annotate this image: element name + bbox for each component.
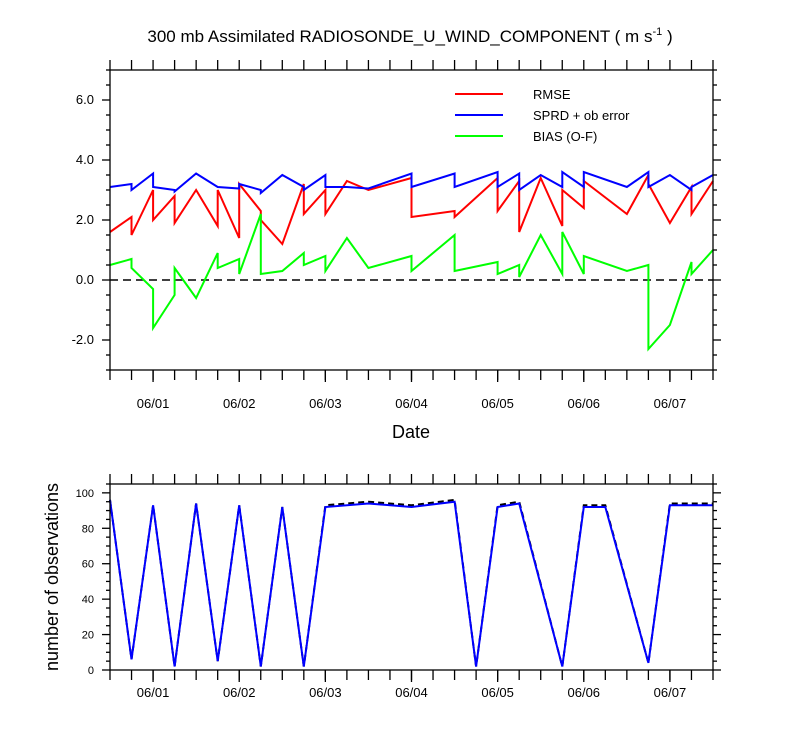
top-x-tick-label: 06/05 — [481, 396, 514, 411]
top-x-tick-label: 06/06 — [568, 396, 601, 411]
chart-title-main: 300 mb Assimilated RADIOSONDE_U_WIND_COM… — [147, 27, 652, 46]
bottom-y-tick-label: 80 — [82, 523, 94, 535]
top-y-tick-label: -2.0 — [72, 332, 94, 347]
legend-label: BIAS (O-F) — [533, 129, 597, 144]
bottom-y-tick-label: 100 — [76, 488, 94, 500]
chart-title-end: ) — [662, 27, 672, 46]
bottom-x-tick-label: 06/02 — [223, 685, 256, 700]
top-series-rmse — [109, 174, 714, 246]
bottom-x-tick-label: 06/06 — [568, 685, 601, 700]
top-y-ticks: -2.0 0.0 2.0 4.0 6.0 — [72, 69, 721, 371]
top-x-tick-label: 06/04 — [395, 396, 428, 411]
bottom-y-axis-title: number of observations — [42, 483, 62, 671]
bottom-y-tick-label: 20 — [82, 630, 94, 642]
legend: RMSE SPRD + ob error BIAS (O-F) — [455, 87, 630, 144]
bottom-x-ticks: 06/01 06/02 06/03 06/04 06/05 06/06 06/07 — [109, 474, 714, 700]
bottom-x-tick-label: 06/01 — [137, 685, 170, 700]
bottom-y-ticks: 0 20 40 60 80 100 — [76, 483, 721, 677]
bottom-y-tick-label: 40 — [82, 594, 94, 606]
top-x-tick-label: 06/02 — [223, 396, 256, 411]
top-x-ticks: 06/01 06/02 06/03 06/04 06/05 06/06 06/07 — [109, 60, 714, 411]
bottom-x-tick-label: 06/03 — [309, 685, 342, 700]
legend-label: RMSE — [533, 87, 571, 102]
top-y-tick-label: 4.0 — [76, 152, 94, 167]
top-series-bias-o-f- — [109, 213, 714, 352]
top-y-tick-label: 6.0 — [76, 92, 94, 107]
chart-title-superscript: -1 — [652, 26, 662, 38]
bottom-x-tick-label: 06/05 — [481, 685, 514, 700]
bottom-x-tick-label: 06/07 — [654, 685, 687, 700]
top-x-tick-label: 06/01 — [137, 396, 170, 411]
bottom-plot-frame — [109, 483, 714, 671]
bottom-y-tick-label: 60 — [82, 559, 94, 571]
top-y-tick-label: 2.0 — [76, 212, 94, 227]
top-x-tick-label: 06/03 — [309, 396, 342, 411]
legend-label: SPRD + ob error — [533, 108, 630, 123]
top-x-axis-title: Date — [392, 422, 430, 442]
top-y-tick-label: 0.0 — [76, 272, 94, 287]
bottom-series-possible — [109, 498, 713, 667]
bottom-series-used — [109, 499, 713, 667]
top-x-tick-label: 06/07 — [654, 396, 687, 411]
bottom-y-tick-label: 0 — [88, 665, 94, 677]
bottom-x-tick-label: 06/04 — [395, 685, 428, 700]
chart-title: 300 mb Assimilated RADIOSONDE_U_WIND_COM… — [147, 26, 672, 46]
top-series-sprd-ob-error — [109, 170, 714, 196]
